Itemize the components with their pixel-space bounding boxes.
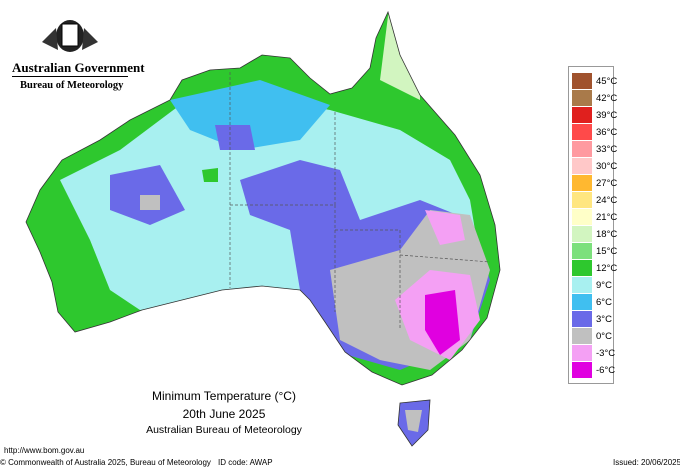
legend-label: -3°C — [596, 348, 616, 359]
legend-swatch — [572, 158, 592, 174]
legend-item: 21°C — [572, 209, 617, 225]
legend-swatch — [572, 294, 592, 310]
map-date: 20th June 2025 — [182, 407, 266, 421]
legend-item: 36°C — [572, 124, 617, 140]
legend-label: 24°C — [596, 195, 618, 206]
legend-swatch — [572, 175, 592, 191]
legend-label: 45°C — [596, 76, 618, 87]
legend-label: 33°C — [596, 144, 618, 155]
legend-item: 0°C — [572, 328, 612, 344]
legend-label: 12°C — [596, 263, 618, 274]
legend-item: 33°C — [572, 141, 617, 157]
legend-label: 15°C — [596, 246, 618, 257]
legend-item: 3°C — [572, 311, 612, 327]
legend-swatch — [572, 141, 592, 157]
legend-label: 9°C — [596, 280, 612, 291]
header-rule — [12, 76, 128, 77]
coat-of-arms — [42, 20, 98, 52]
legend-swatch — [572, 209, 592, 225]
legend-item: 15°C — [572, 243, 617, 259]
legend-swatch — [572, 226, 592, 242]
legend-swatch — [572, 345, 592, 361]
legend-item: 27°C — [572, 175, 617, 191]
footer-copyright: © Commonwealth of Australia 2025, Bureau… — [0, 458, 211, 467]
state-borders — [229, 72, 491, 330]
legend-item: 42°C — [572, 90, 617, 106]
legend-swatch — [572, 243, 592, 259]
legend: 45°C 42°C 39°C 36°C 33°C 30°C 27°C 24°C 21°C 18°C… — [568, 66, 617, 384]
government-name: Australian Government — [12, 60, 145, 75]
legend-label: 3°C — [596, 314, 612, 325]
legend-swatch — [572, 124, 592, 140]
footer-url: http://www.bom.gov.au — [4, 446, 85, 455]
footer-id: ID code: AWAP — [218, 458, 273, 467]
footer-issued: Issued: 20/06/2025 — [613, 458, 680, 467]
legend-swatch — [572, 73, 592, 89]
legend-swatch — [572, 277, 592, 293]
legend-item: 24°C — [572, 192, 617, 208]
legend-swatch — [572, 90, 592, 106]
map-title: Minimum Temperature (°C) — [152, 389, 296, 403]
legend-item: 45°C — [572, 73, 617, 89]
legend-item: 39°C — [572, 107, 617, 123]
legend-label: 6°C — [596, 297, 612, 308]
legend-label: 27°C — [596, 178, 618, 189]
legend-item: 12°C — [572, 260, 617, 276]
legend-swatch — [572, 260, 592, 276]
legend-label: 39°C — [596, 110, 618, 121]
legend-item: 30°C — [572, 158, 617, 174]
legend-item: -6°C — [572, 362, 616, 378]
legend-item: -3°C — [572, 345, 616, 361]
temperature-field — [26, 12, 500, 385]
legend-label: 21°C — [596, 212, 618, 223]
legend-item: 18°C — [572, 226, 617, 242]
agency-name: Bureau of Meteorology — [20, 80, 124, 91]
map-source: Australian Bureau of Meteorology — [146, 424, 302, 436]
legend-swatch — [572, 362, 592, 378]
legend-swatch — [572, 328, 592, 344]
legend-label: 36°C — [596, 127, 618, 138]
legend-label: 30°C — [596, 161, 618, 172]
legend-swatch — [572, 192, 592, 208]
legend-label: 42°C — [596, 93, 618, 104]
tasmania-cold — [405, 410, 422, 432]
legend-swatch — [572, 311, 592, 327]
legend-label: 0°C — [596, 331, 612, 342]
legend-item: 9°C — [572, 277, 612, 293]
legend-item: 6°C — [572, 294, 612, 310]
legend-label: 18°C — [596, 229, 618, 240]
legend-label: -6°C — [596, 365, 616, 376]
legend-swatch — [572, 107, 592, 123]
